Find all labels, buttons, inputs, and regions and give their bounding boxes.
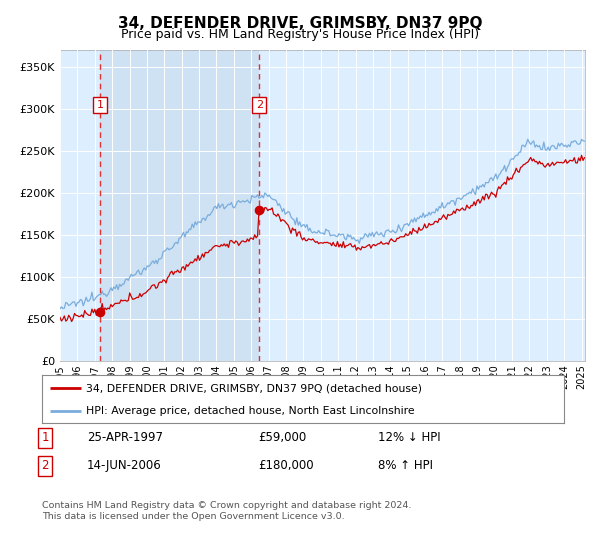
Text: 14-JUN-2006: 14-JUN-2006 xyxy=(87,459,162,473)
Point xyxy=(254,206,264,214)
Point xyxy=(95,307,105,316)
Text: HPI: Average price, detached house, North East Lincolnshire: HPI: Average price, detached house, Nort… xyxy=(86,406,415,416)
Text: 2: 2 xyxy=(41,459,49,473)
Text: 25-APR-1997: 25-APR-1997 xyxy=(87,431,163,445)
Text: 34, DEFENDER DRIVE, GRIMSBY, DN37 9PQ (detached house): 34, DEFENDER DRIVE, GRIMSBY, DN37 9PQ (d… xyxy=(86,383,422,393)
Text: 1: 1 xyxy=(97,100,104,110)
Text: 34, DEFENDER DRIVE, GRIMSBY, DN37 9PQ: 34, DEFENDER DRIVE, GRIMSBY, DN37 9PQ xyxy=(118,16,482,31)
Bar xyxy=(100,50,259,361)
Text: 1: 1 xyxy=(41,431,49,445)
Text: £59,000: £59,000 xyxy=(258,431,306,445)
Text: Contains HM Land Registry data © Crown copyright and database right 2024.
This d: Contains HM Land Registry data © Crown c… xyxy=(42,501,412,521)
Text: 12% ↓ HPI: 12% ↓ HPI xyxy=(378,431,440,445)
Text: 8% ↑ HPI: 8% ↑ HPI xyxy=(378,459,433,473)
Text: 2: 2 xyxy=(256,100,263,110)
Text: Price paid vs. HM Land Registry's House Price Index (HPI): Price paid vs. HM Land Registry's House … xyxy=(121,28,479,41)
Text: £180,000: £180,000 xyxy=(258,459,314,473)
